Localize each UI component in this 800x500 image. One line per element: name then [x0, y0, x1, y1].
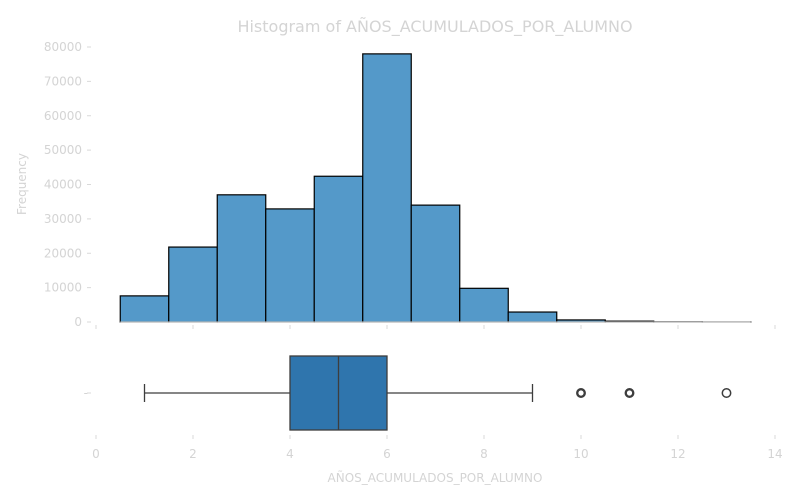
y-tick-label: 40000: [44, 178, 82, 192]
boxplot-outlier: [576, 388, 586, 398]
histogram-bar: [362, 53, 412, 323]
y-tick-label: 30000: [44, 212, 82, 226]
boxplot-y-axis: -: [84, 386, 91, 400]
histogram-bar: [410, 204, 461, 323]
y-tick-label: 60000: [44, 109, 82, 123]
x-tick-label: 6: [383, 447, 391, 461]
boxplot: [143, 355, 732, 431]
histogram-bar: [459, 287, 509, 323]
chart-title: Histogram of AÑOS_ACUMULADOS_POR_ALUMNO: [237, 17, 632, 37]
y-tick-label: 80000: [44, 40, 82, 54]
boxplot-outlier: [624, 388, 635, 398]
y-tick-label: 10000: [44, 281, 82, 295]
histogram-bar: [313, 175, 364, 323]
x-tick-label: 2: [189, 447, 197, 461]
x-axis-label: AÑOS_ACUMULADOS_POR_ALUMNO: [328, 470, 543, 485]
histogram-bar: [119, 295, 170, 323]
histogram-bars: [119, 53, 752, 323]
x-tick-label: 4: [286, 447, 294, 461]
histogram-bar: [168, 246, 218, 323]
boxplot-outlier: [577, 389, 585, 397]
boxplot-panel: - 0 2 4 6 8 10 12 14 AÑOS_ACUMULADOS_POR_ALUMNO: [84, 355, 783, 485]
boxplot-x-axis: 0 2 4 6 8 10 12 14: [92, 435, 783, 461]
boxplot-outlier: [721, 388, 732, 398]
y-tick-label: 0: [74, 315, 82, 329]
y-axis-label: Frequency: [15, 153, 29, 215]
x-tick-label: 10: [573, 447, 588, 461]
y-tick-label: 50000: [44, 143, 82, 157]
boxplot-outlier: [625, 389, 634, 397]
histogram-bar: [216, 194, 267, 323]
histogram-bar: [507, 311, 558, 323]
x-tick-label: 14: [767, 447, 782, 461]
x-tick-label: 12: [670, 447, 685, 461]
y-tick-label: 70000: [44, 74, 82, 88]
histogram-bar: [265, 208, 315, 323]
x-tick-label: 8: [480, 447, 488, 461]
boxplot-y-tick-label: -: [84, 386, 88, 400]
x-tick-label: 0: [92, 447, 100, 461]
histogram-panel: 0 10000 20000 30000 40000 50000 60000 70000 8000…: [15, 40, 776, 329]
histogram-y-axis: 0 10000 20000 30000 40000 50000 60000 70000 8000…: [44, 40, 91, 329]
y-tick-label: 20000: [44, 246, 82, 260]
histogram-x-axis: [95, 321, 776, 329]
